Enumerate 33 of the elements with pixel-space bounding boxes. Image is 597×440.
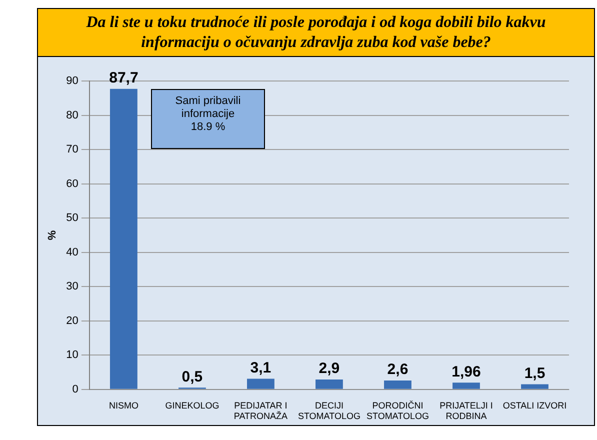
y-tick-label: 40 <box>66 246 78 258</box>
bar <box>384 380 412 389</box>
chart-title: Da li ste u toku trudnoće ili posle porođaja i od koga dobili bilo kakvu informaciju o očuvanju zdravlja zuba kod vaše bebe? <box>38 9 594 57</box>
bar <box>521 384 548 389</box>
bar <box>110 88 138 389</box>
y-tick-label: 20 <box>66 314 78 327</box>
y-axis-title: % <box>46 230 59 240</box>
y-tick-label: 90 <box>66 75 78 88</box>
data-label: 0,5 <box>182 368 203 386</box>
x-tick-label: DECIJI STOMATOLOG <box>298 400 360 422</box>
y-tick-label: 30 <box>66 280 78 293</box>
x-tick-label: PORODIČNI STOMATOLOG <box>366 400 429 422</box>
data-label: 2,6 <box>387 361 408 378</box>
x-tick-label: OSTALI IZVORI <box>502 400 567 410</box>
x-tick-label: GINEKOLOG <box>165 400 220 410</box>
y-tick-label: 50 <box>66 212 78 224</box>
bar <box>247 378 274 389</box>
x-tick-label: PRIJATELJI I RODBINA <box>440 400 493 422</box>
bar <box>316 379 343 389</box>
callout-box: Sami pribavili informacije 18.9 % <box>151 89 265 149</box>
y-tick-label: 80 <box>66 109 78 122</box>
y-tick-label: 70 <box>66 144 78 156</box>
data-label: 87,7 <box>109 70 138 87</box>
data-label: 2,9 <box>318 360 340 378</box>
x-tick-label: NISMO <box>108 400 138 410</box>
data-label: 3,1 <box>250 359 272 376</box>
y-tick-label: 10 <box>66 349 78 362</box>
data-label: 1,96 <box>452 363 481 380</box>
data-label: 1,5 <box>524 364 546 382</box>
y-tick-label: 0 <box>72 383 78 396</box>
x-tick-label: PEDIJATAR I PATRONAŽA <box>234 400 288 422</box>
bar <box>452 382 480 389</box>
y-tick-label: 60 <box>66 178 78 190</box>
